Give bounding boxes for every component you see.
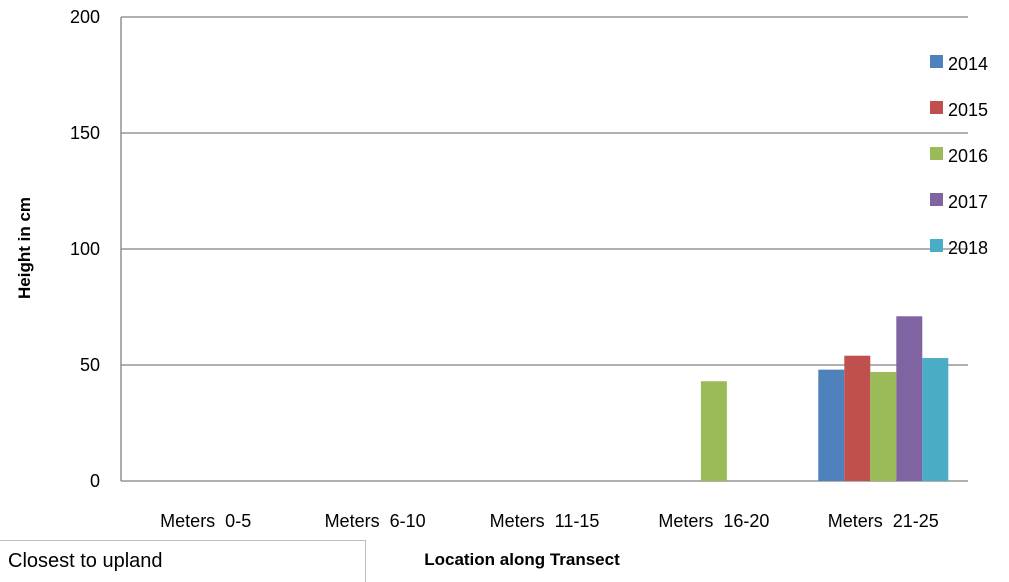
bar-2016-3 [700,381,727,481]
legend-swatch-2018 [930,239,943,252]
bar-2017-4 [896,316,923,481]
x-axis-ticks: Meters 0-5 Meters 6-10 Meters 11-15 Meters … [160,511,939,531]
legend-swatch-2017 [930,193,943,206]
x-tick-label: Meters 0-5 [160,511,251,531]
y-tick-label: 200 [70,7,100,27]
x-tick-label: Meters 21-25 [828,511,939,531]
y-tick-label: 50 [80,355,100,375]
x-axis-title: Location along Transect [424,550,620,569]
x-tick-label: Meters 16-20 [658,511,769,531]
note-box: Closest to upland [0,540,366,582]
x-tick-label: Meters 6-10 [325,511,426,531]
legend-label-2014: 2014 [948,54,988,74]
bar-2016-4 [870,371,897,481]
legend-swatch-2016 [930,147,943,160]
bar-2014-4 [818,369,845,481]
y-tick-label: 0 [90,471,100,491]
legend-label-2015: 2015 [948,100,988,120]
y-tick-label: 150 [70,123,100,143]
legend-swatch-2015 [930,101,943,114]
y-tick-label: 100 [70,239,100,259]
legend-label-2018: 2018 [948,238,988,258]
legend: 2014 2015 2016 2017 2018 [930,54,988,258]
y-axis-title: Height in cm [15,197,34,299]
note-text: Closest to upland [8,550,163,572]
x-tick-label: Meters 11-15 [490,511,600,531]
bars [700,316,949,481]
y-axis-ticks: 0 50 100 150 200 [70,7,100,491]
bar-2018-4 [922,358,949,481]
legend-label-2016: 2016 [948,146,988,166]
legend-label-2017: 2017 [948,192,988,212]
legend-swatch-2014 [930,55,943,68]
bar-2015-4 [844,355,871,481]
